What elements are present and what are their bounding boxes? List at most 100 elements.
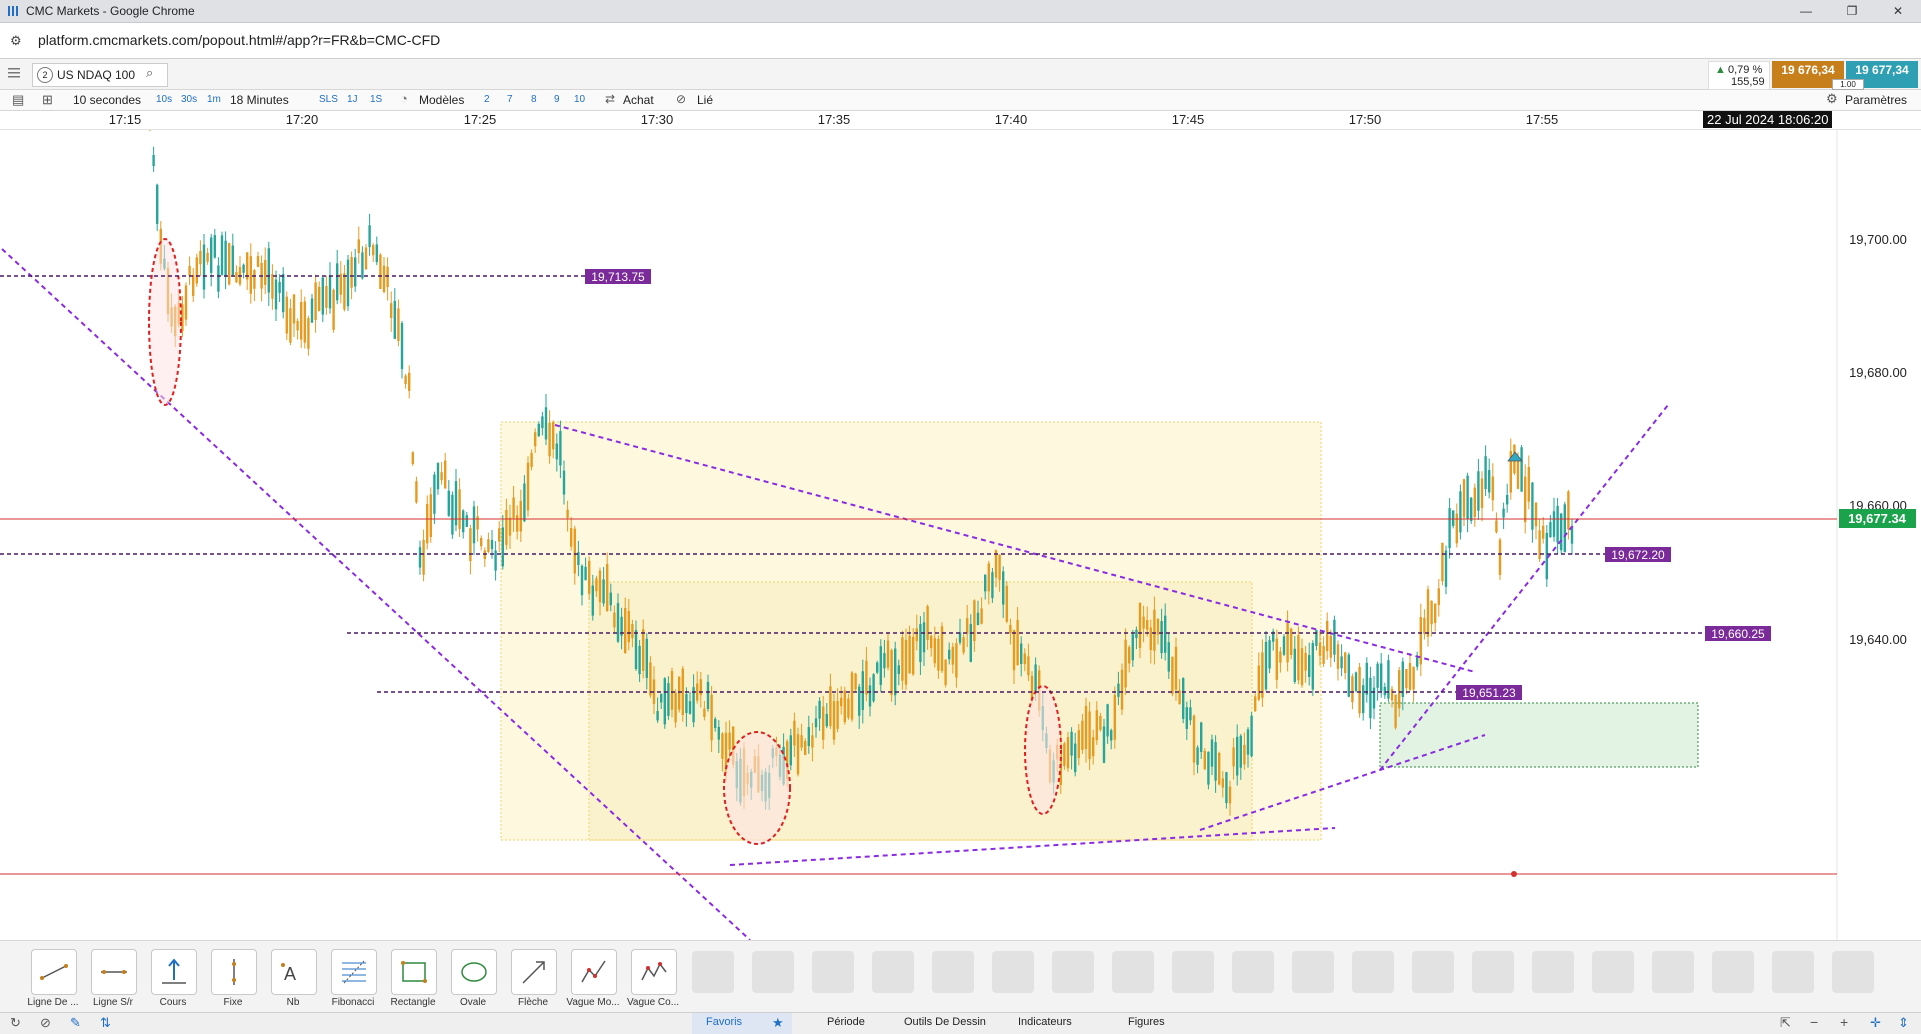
menu-icon[interactable]	[8, 66, 24, 80]
empty-tool-slot[interactable]	[1832, 951, 1874, 993]
link-button[interactable]: Lié	[697, 93, 714, 107]
empty-tool-slot[interactable]	[1112, 951, 1154, 993]
candle-body	[386, 266, 389, 288]
empty-tool-slot[interactable]	[752, 951, 794, 993]
interval-10s-button[interactable]: 10s	[156, 94, 173, 105]
empty-tool-slot[interactable]	[1772, 951, 1814, 993]
reset-icon[interactable]: ⇱	[1780, 1015, 1791, 1030]
target-zone-box[interactable]	[1379, 702, 1699, 768]
empty-tool-slot[interactable]	[1472, 951, 1514, 993]
empty-tool-slot[interactable]	[1652, 951, 1694, 993]
buy-mode-button[interactable]: Achat	[623, 93, 654, 107]
maximize-button[interactable]: ❐	[1846, 4, 1858, 18]
candle-body	[1110, 730, 1113, 741]
tab-periode[interactable]: Période	[827, 1016, 865, 1028]
model-7-button[interactable]: 7	[507, 94, 513, 105]
crosshair-icon[interactable]: ✛	[1870, 1015, 1881, 1030]
duration-1d-button[interactable]: 1J	[347, 94, 358, 105]
candle-body	[1441, 542, 1444, 582]
trade-marker-icon[interactable]	[1507, 451, 1523, 462]
refresh-icon[interactable]: ↻	[10, 1015, 21, 1030]
palette-icon[interactable]: ◔	[400, 91, 408, 106]
empty-tool-slot[interactable]	[1592, 951, 1634, 993]
tab-figures[interactable]: Figures	[1128, 1016, 1165, 1028]
site-info-icon[interactable]: ⚙	[10, 33, 22, 48]
model-10-button[interactable]: 10	[574, 94, 586, 105]
wave-tool-button[interactable]	[571, 949, 617, 995]
oval-tool-button[interactable]	[451, 949, 497, 995]
sell-price-button[interactable]: 19 676,34	[1772, 61, 1844, 88]
candle-body	[994, 550, 998, 578]
trendline-descending-long[interactable]	[1, 248, 751, 941]
empty-tool-slot[interactable]	[1532, 951, 1574, 993]
fixed-tool-button[interactable]	[211, 949, 257, 995]
settings-button[interactable]: Paramètres	[1845, 93, 1908, 107]
candle-body	[1315, 630, 1318, 646]
line-tool-button[interactable]	[31, 949, 77, 995]
close-button[interactable]: ✕	[1892, 4, 1904, 18]
highlight-ellipse[interactable]	[1024, 685, 1062, 815]
candle-body	[1398, 670, 1401, 709]
alert-marker[interactable]	[1511, 871, 1517, 877]
chart-canvas[interactable]: 19,713.75 19,672.20 19,660.25 19,651.23 …	[0, 91, 1921, 941]
empty-tool-slot[interactable]	[872, 951, 914, 993]
layout-icon[interactable]: ⊞	[42, 92, 53, 107]
candle-body	[534, 432, 537, 447]
empty-tool-slot[interactable]	[1352, 951, 1394, 993]
highlight-ellipse[interactable]	[723, 731, 791, 845]
empty-tool-slot[interactable]	[992, 951, 1034, 993]
sr-line-tool-button[interactable]	[91, 949, 137, 995]
magnet-icon[interactable]: ⇅	[100, 1015, 111, 1030]
arrow-tool-button[interactable]	[511, 949, 557, 995]
expand-icon[interactable]: ⇕	[1898, 1015, 1909, 1030]
interval-1m-button[interactable]: 1m	[207, 94, 221, 105]
minimize-button[interactable]: —	[1800, 4, 1812, 18]
tab-drawing-tools[interactable]: Outils De Dessin	[904, 1016, 986, 1028]
wave-corrective-tool-button[interactable]	[631, 949, 677, 995]
gear-icon[interactable]: ⚙	[1826, 91, 1838, 106]
rectangle-tool-button[interactable]	[391, 949, 437, 995]
block-icon[interactable]: ⊘	[40, 1015, 51, 1030]
highlight-ellipse[interactable]	[148, 238, 182, 406]
trendline-descending-upper[interactable]	[554, 424, 1476, 673]
zoom-in-button[interactable]: +	[1840, 1014, 1849, 1030]
trendline-ascending-steep[interactable]	[1379, 404, 1669, 771]
empty-tool-slot[interactable]	[812, 951, 854, 993]
trendline-ascending-base[interactable]	[729, 827, 1336, 866]
interval-select[interactable]: 10 secondes	[73, 93, 142, 107]
empty-tool-slot[interactable]	[692, 951, 734, 993]
fibonacci-tool-button[interactable]	[331, 949, 377, 995]
pencil-icon[interactable]: ✎	[70, 1015, 81, 1030]
price-tool-button[interactable]	[151, 949, 197, 995]
model-2-button[interactable]: 2	[484, 94, 490, 105]
empty-tool-slot[interactable]	[932, 951, 974, 993]
candle-body	[1264, 641, 1268, 690]
model-8-button[interactable]: 8	[531, 94, 537, 105]
model-9-button[interactable]: 9	[554, 94, 560, 105]
empty-tool-slot[interactable]	[1712, 951, 1754, 993]
tab-indicators[interactable]: Indicateurs	[1018, 1016, 1072, 1028]
tab-favoris[interactable]: Favoris ★	[692, 1013, 792, 1034]
interval-30s-button[interactable]: 30s	[181, 94, 198, 105]
candle-body	[1531, 482, 1534, 530]
duration-1w-button[interactable]: 1S	[370, 94, 383, 105]
instrument-search-box[interactable]: 2 US NDAQ 100 ⌕	[32, 63, 168, 87]
empty-tool-slot[interactable]	[1292, 951, 1334, 993]
url-text[interactable]: platform.cmcmarkets.com/popout.html#/app…	[38, 32, 441, 48]
zoom-out-button[interactable]: −	[1810, 1014, 1819, 1030]
empty-tool-slot[interactable]	[1052, 951, 1094, 993]
search-icon[interactable]: ⌕	[146, 65, 154, 80]
empty-tool-slot[interactable]	[1232, 951, 1274, 993]
models-menu[interactable]: Modèles	[419, 93, 465, 107]
empty-tool-slot[interactable]	[1172, 951, 1214, 993]
empty-tool-slot[interactable]	[1412, 951, 1454, 993]
candle-body	[627, 611, 630, 643]
price-chart[interactable]: 19,713.75 19,672.20 19,660.25 19,651.23 …	[0, 91, 1921, 941]
text-tool-button[interactable]: A	[271, 949, 317, 995]
duration-select[interactable]: 18 Minutes	[230, 93, 289, 107]
app-icon	[8, 5, 20, 17]
candle-body	[1506, 495, 1509, 505]
duration-sls-button[interactable]: SLS	[319, 94, 338, 105]
candle-body	[818, 700, 821, 719]
list-icon[interactable]: ▤	[12, 92, 25, 107]
